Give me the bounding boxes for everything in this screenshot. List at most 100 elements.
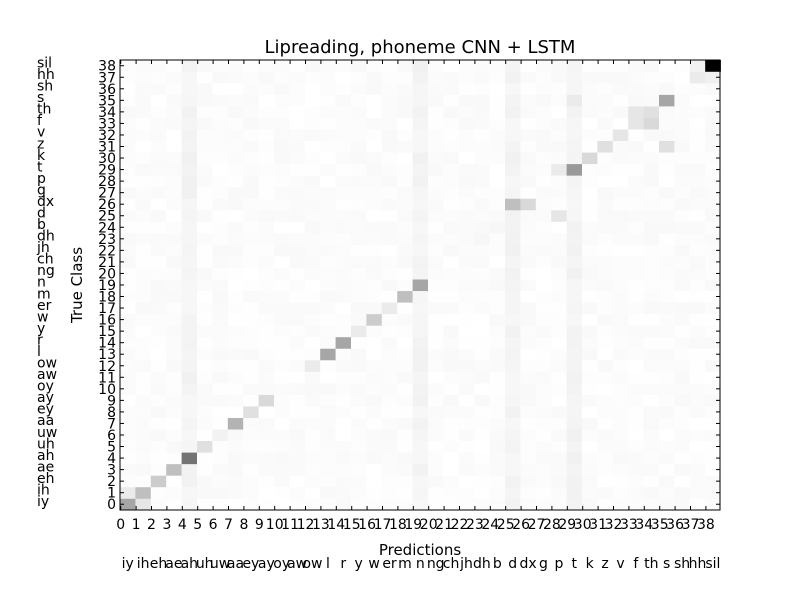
heatmap-cell [135,175,152,188]
heatmap-cell [566,302,583,315]
heatmap-cell [566,486,583,499]
heatmap-cell [166,498,182,511]
heatmap-cell [612,106,629,118]
y-tick-label: 11 [98,370,116,386]
heatmap-cell [551,83,567,95]
heatmap-cell [566,279,583,292]
heatmap-cell [366,348,383,361]
heatmap-cell [304,221,321,234]
heatmap-cell [458,463,475,476]
heatmap-cell [520,106,537,118]
heatmap-cell [412,140,429,153]
heatmap-cell [181,175,198,188]
heatmap-cell [412,59,429,72]
heatmap-cell [659,233,675,245]
heatmap-cell [443,359,460,372]
heatmap-cell [689,106,706,118]
heatmap-cell [335,383,352,395]
heatmap-cell [366,383,383,395]
heatmap-cell [628,152,644,165]
heatmap-cell [150,233,167,245]
heatmap-cell [304,371,321,384]
heatmap-cell [258,359,275,372]
heatmap-cell [166,140,182,153]
heatmap-cell [566,313,583,326]
x-tick-label: 30 [574,517,592,533]
heatmap-cell [351,152,367,165]
heatmap-cell [643,498,660,511]
heatmap-cell [535,94,552,107]
x-phoneme-label: p [554,556,563,572]
heatmap-cell [135,498,152,511]
heatmap-cell [227,267,244,280]
heatmap-cell [381,233,398,245]
heatmap-cell [689,463,706,476]
heatmap-cell [197,290,213,303]
x-phoneme-label: sil [705,556,720,572]
heatmap-cell [150,129,167,142]
heatmap-cell [135,475,152,488]
heatmap-cell [243,440,259,453]
heatmap-cell [258,302,275,315]
heatmap-cell [320,59,336,72]
x-phoneme-label: s [663,556,670,572]
heatmap-cell [181,325,198,338]
heatmap-cell [227,175,244,188]
heatmap-cell [335,129,352,142]
heatmap-cell [150,313,167,326]
heatmap-cell [289,94,306,107]
heatmap-cell [258,256,275,268]
heatmap-cell [520,163,537,176]
heatmap-cell [304,475,321,488]
heatmap-cell [474,106,490,118]
heatmap-cell [597,359,614,372]
y-tick-label: 34 [98,105,116,121]
heatmap-cell [120,313,136,326]
heatmap-cell [289,198,306,211]
heatmap-cell [428,336,444,349]
heatmap-cell [520,140,537,153]
heatmap-cell [166,279,182,292]
heatmap-cell [120,140,136,153]
heatmap-cell [520,279,537,292]
heatmap-cell [351,267,367,280]
heatmap-cell [212,498,229,511]
heatmap-cell [474,371,490,384]
heatmap-cell [612,117,629,130]
heatmap-cell [597,429,614,442]
heatmap-cell [612,279,629,292]
heatmap-cell [520,348,537,361]
heatmap-cell [181,140,198,153]
heatmap-cell [628,394,644,407]
heatmap-cell [135,486,152,499]
heatmap-cell [628,186,644,199]
heatmap-cell [443,371,460,384]
heatmap-cell [489,129,506,142]
heatmap-cell [166,302,182,315]
heatmap-cell [351,83,367,95]
heatmap-cell [474,348,490,361]
heatmap-cell [289,313,306,326]
heatmap-cell [366,233,383,245]
heatmap-cell [366,175,383,188]
heatmap-cell [659,498,675,511]
x-phoneme-label: f [633,556,639,572]
x-phoneme-label: th [644,556,658,572]
heatmap-cell [381,117,398,130]
heatmap-cell [582,290,598,303]
heatmap-cell [597,267,614,280]
heatmap-cell [258,129,275,142]
heatmap-cell [197,313,213,326]
heatmap-cell [659,313,675,326]
heatmap-cell [258,486,275,499]
x-tick-label: 1 [132,517,141,533]
heatmap-cell [612,83,629,95]
heatmap-cell [551,244,567,257]
heatmap-cell [628,94,644,107]
heatmap-cell [335,486,352,499]
heatmap-cell [304,313,321,326]
heatmap-cell [474,394,490,407]
heatmap-cell [366,371,383,384]
heatmap-cell [689,383,706,395]
